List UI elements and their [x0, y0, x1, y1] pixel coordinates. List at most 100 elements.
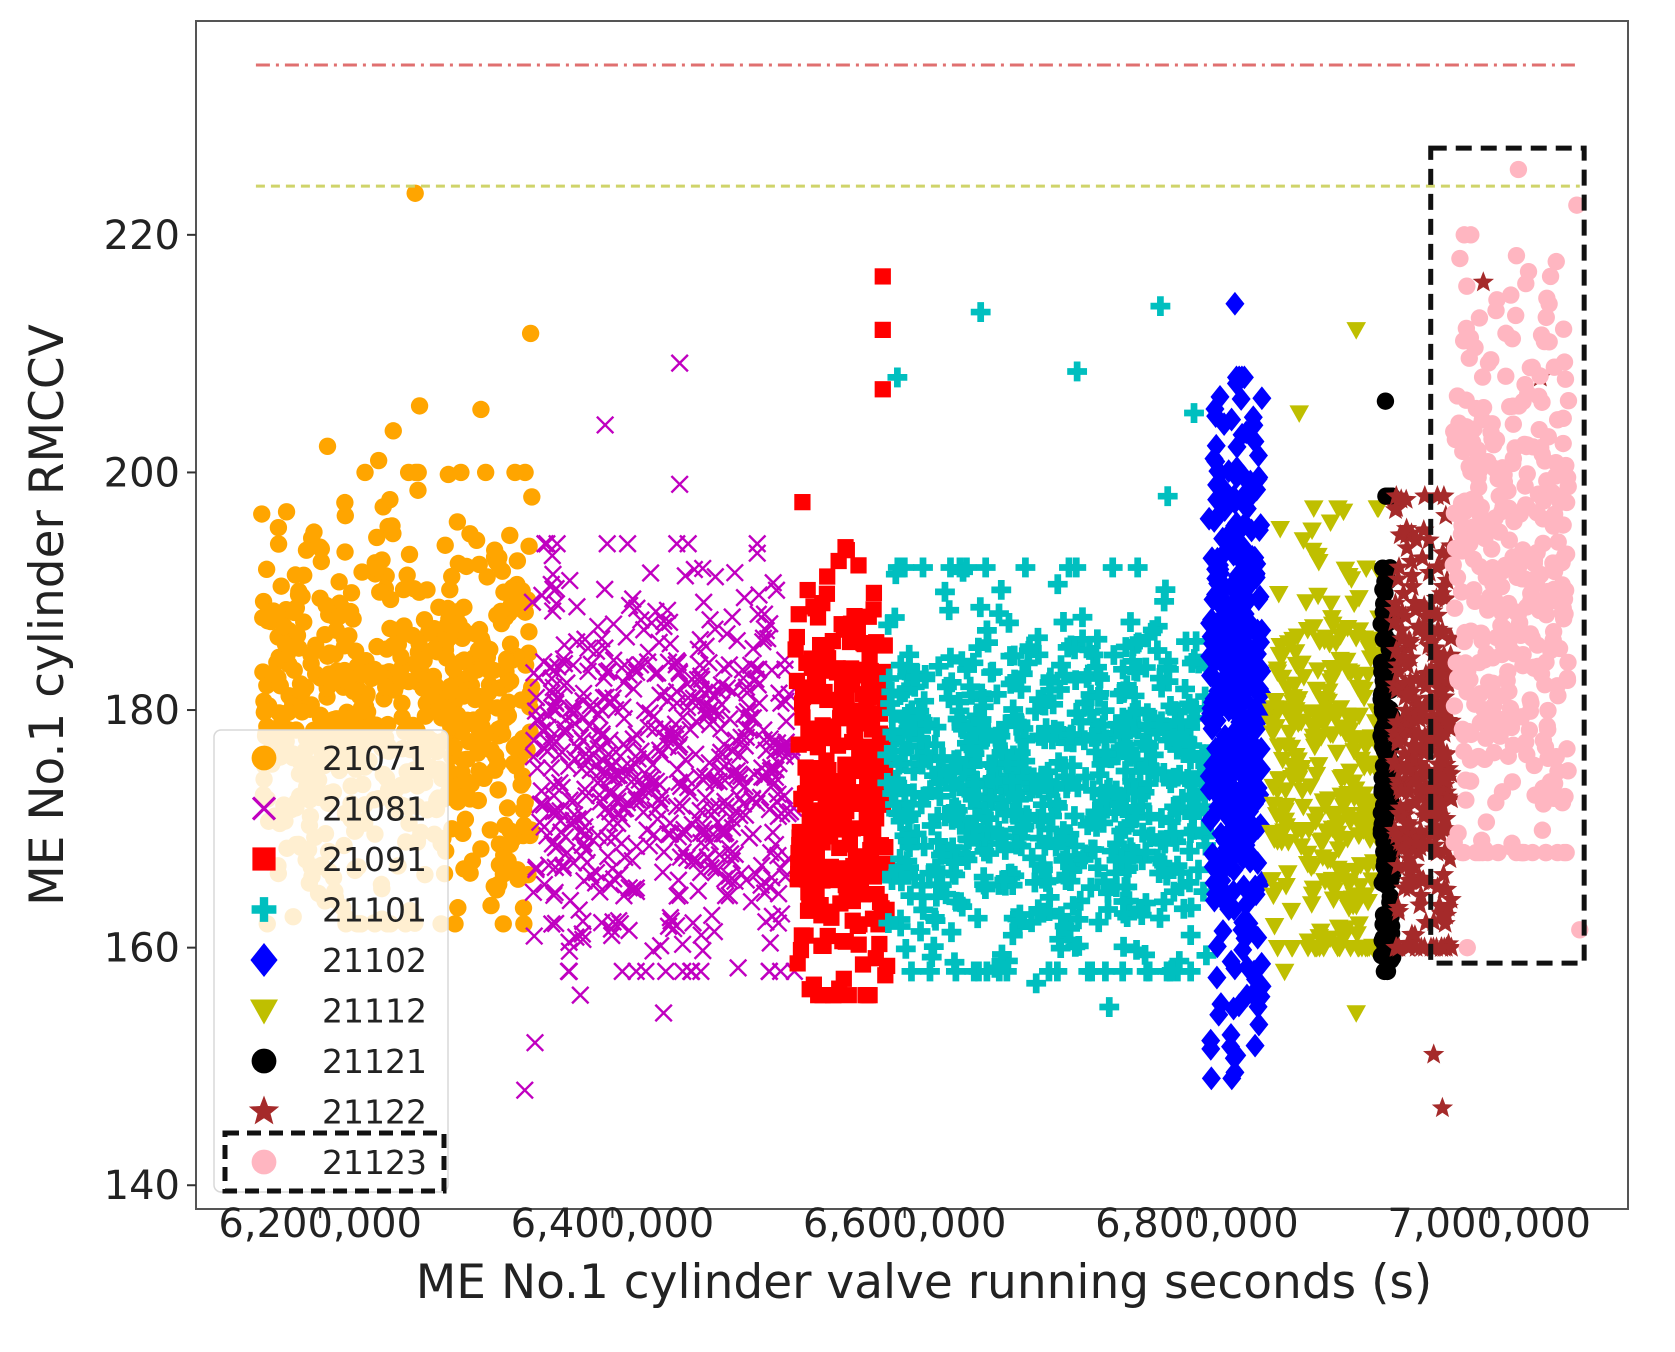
legend-label: 21102	[322, 941, 427, 980]
data-point	[1413, 594, 1435, 616]
data-point	[876, 637, 893, 654]
data-point	[1459, 722, 1478, 741]
data-point	[841, 786, 859, 803]
data-point	[911, 729, 931, 750]
data-point	[1477, 813, 1496, 831]
data-point	[1323, 891, 1344, 909]
data-point	[1554, 409, 1572, 428]
data-point	[312, 552, 331, 571]
data-point	[691, 863, 710, 882]
data-point	[455, 860, 473, 878]
data-point	[342, 584, 361, 602]
data-point	[1502, 718, 1521, 737]
data-point	[1251, 736, 1271, 761]
data-point	[654, 842, 674, 862]
data-point	[1414, 616, 1436, 638]
data-point	[854, 886, 872, 903]
data-point	[1296, 594, 1316, 612]
data-point	[1336, 652, 1357, 671]
data-point	[1503, 330, 1522, 348]
data-point	[1047, 574, 1068, 595]
data-point	[1559, 392, 1578, 410]
data-point	[684, 689, 703, 708]
data-point	[1039, 772, 1060, 793]
data-point	[700, 610, 720, 629]
data-point	[574, 807, 593, 826]
data-point	[1309, 632, 1329, 650]
data-point	[1525, 756, 1543, 775]
data-point	[714, 659, 733, 678]
data-point	[550, 773, 569, 792]
data-point	[311, 538, 329, 556]
data-point	[1392, 582, 1415, 603]
data-point	[1221, 1022, 1241, 1047]
data-point	[381, 491, 399, 509]
data-point	[492, 719, 510, 737]
data-point	[449, 899, 467, 917]
data-point	[1457, 391, 1475, 409]
data-point-outlier	[1289, 405, 1310, 423]
data-point	[677, 848, 696, 868]
x-tick-label: 7,000,000	[1387, 1201, 1591, 1247]
data-point	[368, 559, 386, 578]
data-point-outlier	[874, 381, 891, 398]
data-point	[1243, 405, 1263, 430]
data-point	[1466, 592, 1484, 611]
legend-marker	[251, 796, 277, 821]
data-point	[868, 885, 885, 903]
data-point	[1328, 919, 1349, 938]
data-point	[1136, 961, 1157, 982]
data-point	[1268, 700, 1289, 718]
data-point	[1388, 556, 1410, 577]
data-point	[858, 807, 875, 825]
data-point	[1432, 863, 1455, 884]
data-point	[680, 783, 700, 803]
data-point	[602, 693, 621, 712]
data-point	[931, 845, 951, 865]
data-point	[1422, 630, 1444, 651]
data-point	[546, 694, 565, 713]
data-point	[670, 735, 689, 754]
data-point	[1093, 812, 1114, 833]
data-point	[1522, 694, 1540, 712]
data-point	[1130, 898, 1151, 919]
data-point	[542, 657, 561, 677]
data-point	[1033, 859, 1053, 880]
data-point	[573, 924, 592, 944]
data-point	[1201, 663, 1221, 688]
data-point	[708, 861, 727, 880]
data-point	[637, 820, 657, 840]
data-point	[1440, 710, 1462, 731]
data-point	[1440, 762, 1462, 783]
data-point	[1398, 874, 1420, 895]
data-point	[1394, 818, 1416, 839]
data-point	[567, 597, 587, 616]
data-point	[970, 597, 991, 618]
data-point	[1180, 961, 1201, 982]
data-point	[1239, 911, 1259, 936]
data-point	[1278, 865, 1298, 883]
data-point	[942, 757, 963, 778]
data-point	[421, 687, 440, 705]
data-point	[1025, 701, 1046, 721]
data-point	[1433, 808, 1455, 829]
data-point	[1056, 870, 1076, 891]
data-point	[445, 738, 463, 756]
data-point	[919, 863, 940, 884]
data-point	[1320, 514, 1341, 533]
data-point	[631, 610, 650, 630]
data-point	[1530, 420, 1548, 439]
data-point	[799, 581, 816, 599]
data-point	[1102, 557, 1123, 578]
data-point	[398, 566, 416, 584]
data-point	[1499, 594, 1518, 613]
data-point	[1497, 367, 1515, 385]
data-point	[580, 716, 599, 736]
data-point	[1450, 506, 1468, 524]
data-point	[1126, 807, 1146, 828]
data-point	[560, 791, 580, 810]
data-point	[1053, 821, 1074, 841]
data-point-outlier	[369, 451, 388, 470]
data-point	[1183, 803, 1204, 823]
data-point	[344, 682, 363, 700]
